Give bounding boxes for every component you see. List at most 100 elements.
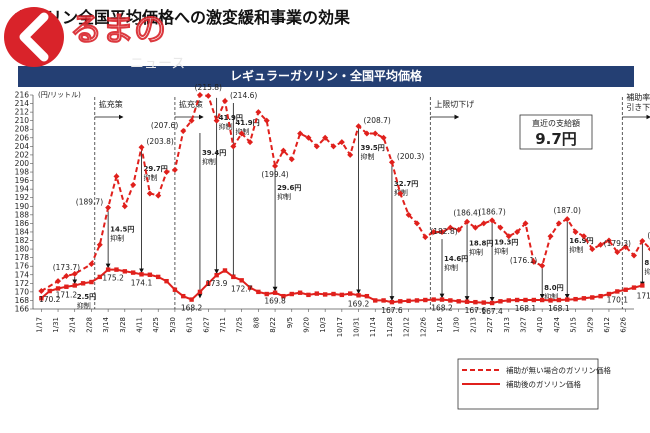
no-subsidy-value-label: (200.3) bbox=[397, 152, 424, 161]
y-tick-label: 166 bbox=[15, 305, 30, 314]
series-with-subsidy-point bbox=[139, 272, 144, 277]
y-tick-label: 182 bbox=[15, 236, 30, 245]
series-no-subsidy-point bbox=[38, 288, 45, 295]
with-subsidy-value-label: 173.9 bbox=[206, 279, 228, 288]
series-with-subsidy-point bbox=[239, 278, 244, 283]
series-no-subsidy-point bbox=[247, 139, 254, 146]
series-no-subsidy-point bbox=[71, 270, 78, 277]
series-with-subsidy-point bbox=[331, 291, 336, 297]
x-tick-label: 11/14 bbox=[369, 316, 377, 337]
recent-subsidy-callout bbox=[519, 114, 593, 150]
series-no-subsidy-point bbox=[155, 192, 162, 199]
with-subsidy-value-label: 169.8 bbox=[264, 297, 286, 306]
x-tick-label: 2/27 bbox=[486, 317, 494, 333]
y-tick-label: 188 bbox=[15, 210, 30, 219]
x-tick-label: 2/14 bbox=[69, 316, 77, 332]
series-no-subsidy-point bbox=[305, 134, 312, 141]
series-with-subsidy-point bbox=[189, 297, 194, 302]
event-label: 拡充策 bbox=[99, 99, 123, 109]
series-no-subsidy-point bbox=[497, 224, 504, 231]
series-no-subsidy-point bbox=[355, 123, 362, 130]
with-subsidy-value-label: 174.1 bbox=[131, 278, 153, 287]
with-subsidy-value-label: 171.2 bbox=[56, 291, 78, 300]
series-no-subsidy-point bbox=[146, 190, 153, 197]
y-tick-label: 190 bbox=[15, 202, 30, 211]
x-tick-label: 3/13 bbox=[503, 317, 511, 333]
series-with-subsidy-point bbox=[247, 285, 253, 290]
y-tick-label: 186 bbox=[15, 219, 30, 228]
series-with-subsidy-point bbox=[114, 267, 119, 272]
no-subsidy-value-label: (203.8) bbox=[147, 137, 174, 146]
series-no-subsidy-point bbox=[564, 216, 571, 223]
series-no-subsidy-point bbox=[439, 228, 446, 235]
series-with-subsidy-point bbox=[481, 300, 486, 305]
series-no-subsidy-point bbox=[322, 134, 329, 141]
series-with-subsidy-point bbox=[172, 287, 178, 292]
series-with-subsidy-point bbox=[523, 297, 528, 303]
series-with-subsidy-point bbox=[356, 293, 361, 298]
series-with-subsidy-point bbox=[573, 296, 578, 302]
subsidy-amount-label: 39.5円 bbox=[361, 144, 385, 152]
series-no-subsidy-point bbox=[163, 169, 170, 176]
series-no-subsidy-point bbox=[605, 237, 612, 244]
y-tick-label: 174 bbox=[15, 270, 30, 279]
subsidy-note-label: 抑制 bbox=[77, 301, 91, 310]
series-with-subsidy-point bbox=[590, 295, 595, 300]
legend-label-no-subsidy: 補助が無い場合のガソリン価格 bbox=[506, 365, 611, 375]
series-no-subsidy-point bbox=[188, 117, 195, 124]
x-tick-label: 4/11 bbox=[136, 317, 144, 333]
x-tick-label: 7/25 bbox=[236, 317, 244, 333]
series-with-subsidy-point bbox=[264, 291, 269, 297]
series-with-subsidy-point bbox=[80, 281, 86, 286]
event-label: 引き下げ bbox=[626, 103, 650, 112]
series-with-subsidy-point bbox=[389, 299, 395, 305]
y-tick-label: 208 bbox=[15, 125, 30, 134]
series-no-subsidy-point bbox=[238, 130, 245, 137]
series-no-subsidy-point bbox=[580, 233, 587, 240]
series-no-subsidy-point bbox=[597, 241, 604, 248]
series-with-subsidy-point bbox=[339, 292, 345, 298]
series-no-subsidy-point bbox=[422, 234, 429, 241]
series-no-subsidy-point bbox=[647, 246, 650, 252]
x-tick-label: 1/30 bbox=[453, 317, 461, 333]
series-with-subsidy-point bbox=[539, 297, 545, 303]
series-with-subsidy-point bbox=[314, 291, 320, 296]
x-tick-label: 5/15 bbox=[570, 317, 578, 333]
watermark-text: るまの bbox=[70, 10, 166, 48]
series-with-subsidy-point bbox=[506, 298, 511, 303]
no-subsidy-value-label: (187.0) bbox=[554, 206, 581, 215]
with-subsidy-value-label: 167.6 bbox=[465, 306, 487, 315]
series-with-subsidy-point bbox=[473, 299, 478, 305]
subsidy-note-label: 抑制 bbox=[277, 192, 291, 201]
y-tick-label: 214 bbox=[15, 99, 30, 108]
series-with-subsidy-point bbox=[531, 297, 537, 303]
x-tick-label: 5/29 bbox=[586, 317, 594, 333]
series-no-subsidy-point bbox=[313, 143, 320, 150]
recent-subsidy-caption: 直近の支給額 bbox=[532, 118, 580, 128]
x-tick-label: 4/25 bbox=[152, 317, 160, 333]
series-with-subsidy-point bbox=[615, 289, 620, 294]
no-subsidy-value-label: (214.6) bbox=[230, 91, 257, 100]
subsidy-amount-label: 18.8円 bbox=[469, 240, 493, 248]
x-tick-label: 3/27 bbox=[519, 317, 527, 333]
with-subsidy-value-label: 167.4 bbox=[481, 307, 503, 316]
series-no-subsidy-point bbox=[130, 181, 137, 188]
series-no-subsidy-point bbox=[639, 237, 646, 244]
subsidy-amount-label: 32.7円 bbox=[394, 180, 418, 188]
series-with-subsidy-point bbox=[322, 292, 328, 297]
series-with-subsidy-point bbox=[464, 299, 470, 304]
subsidy-amount-label: 39.4円 bbox=[202, 149, 226, 157]
subsidy-note-label: 抑制 bbox=[644, 267, 650, 276]
y-tick-label: 192 bbox=[15, 193, 30, 202]
series-with-subsidy-point bbox=[156, 274, 161, 280]
y-tick-label: 212 bbox=[15, 108, 30, 117]
subsidy-amount-label: 41.9円 bbox=[235, 119, 259, 127]
series-with-subsidy-point bbox=[222, 268, 228, 273]
series-no-subsidy-point bbox=[297, 130, 304, 137]
series-no-subsidy-point bbox=[180, 127, 187, 134]
y-tick-label: 198 bbox=[15, 168, 30, 177]
y-tick-label: 202 bbox=[15, 150, 30, 159]
series-with-subsidy-point bbox=[214, 272, 219, 278]
series-no-subsidy-point bbox=[121, 203, 128, 210]
